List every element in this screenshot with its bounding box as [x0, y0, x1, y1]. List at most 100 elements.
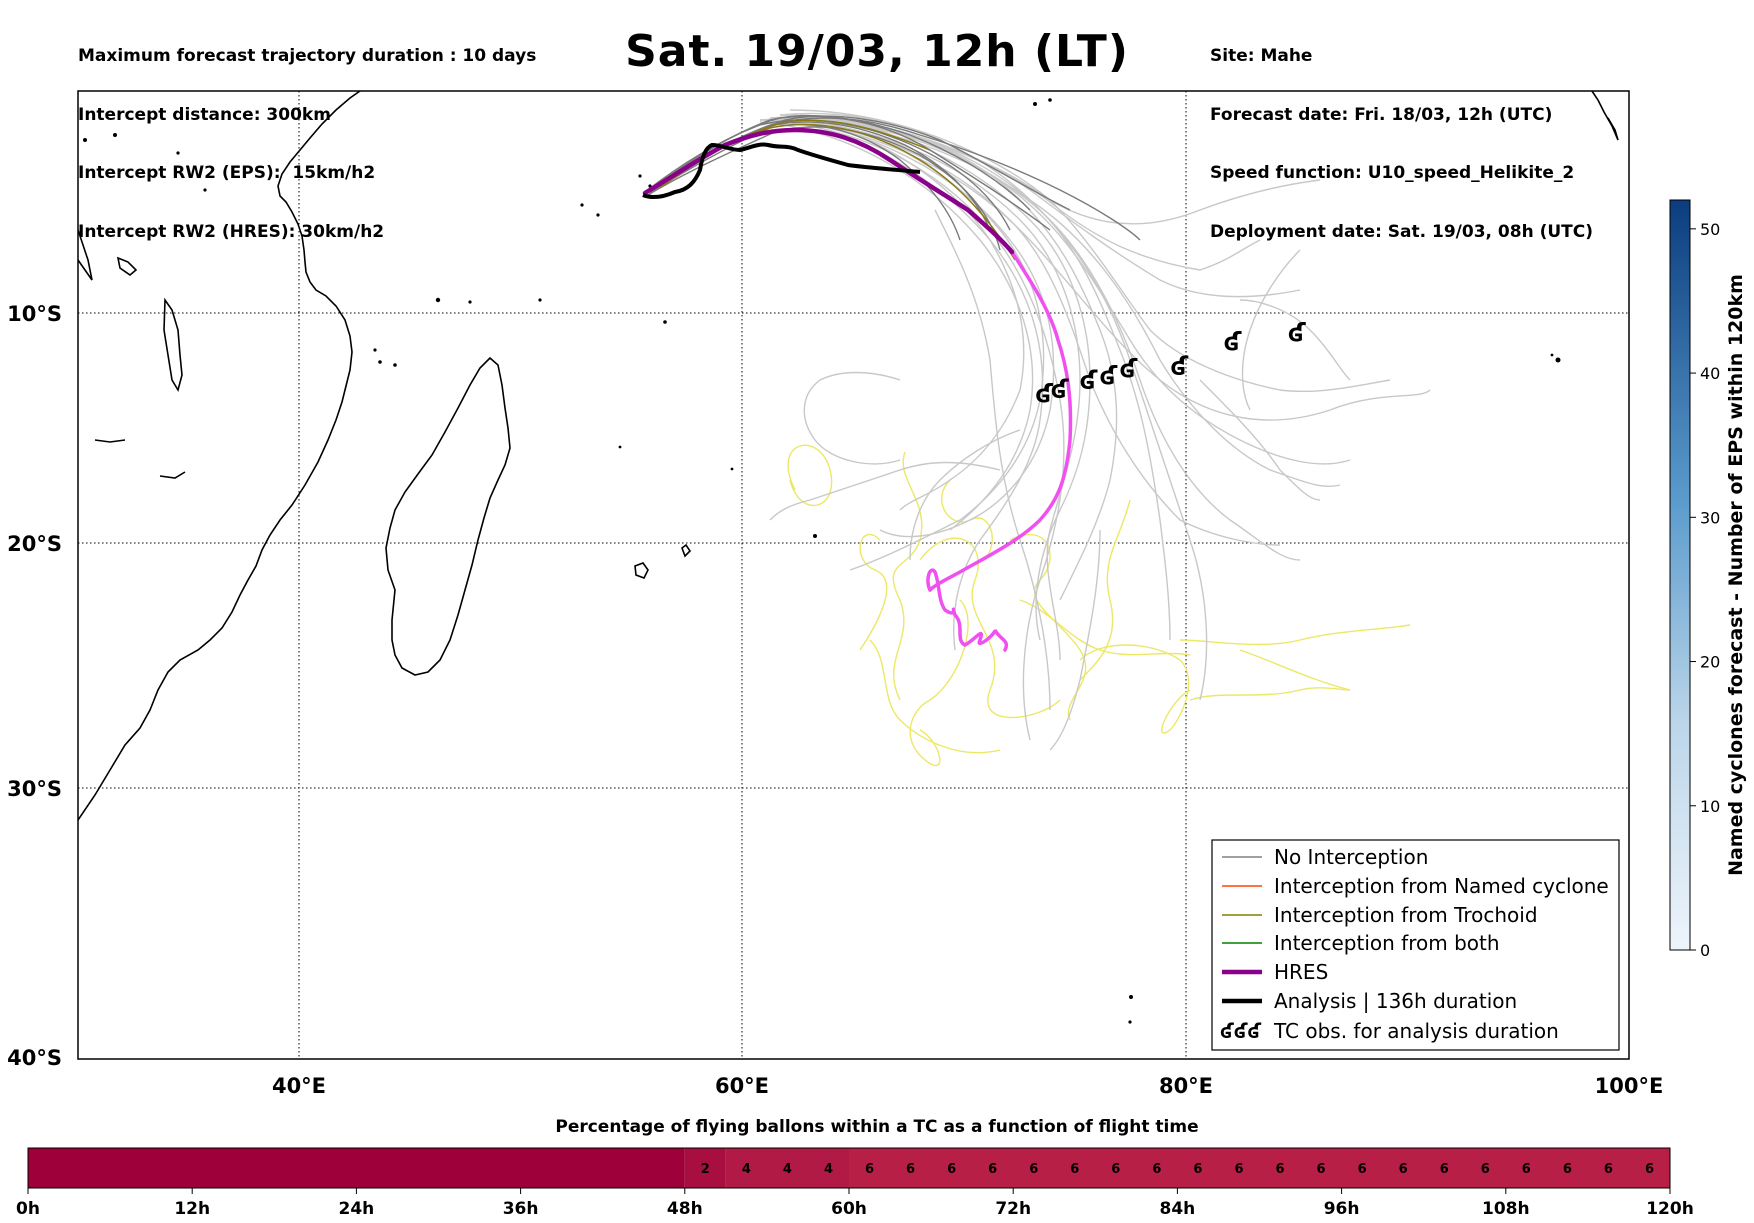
percentage-value: 6 [1481, 1162, 1490, 1177]
percentage-tick-label: 24h [339, 1199, 375, 1219]
tc-obs-marker: ʛ [1170, 352, 1189, 382]
colorbar-tick-label: 30 [1700, 508, 1720, 527]
percentage-value: 6 [1399, 1162, 1408, 1177]
site-name: Site: Mahe [1210, 46, 1313, 66]
percentage-value: 6 [988, 1162, 997, 1177]
legend-label: TC obs. for analysis duration [1273, 1019, 1559, 1043]
lat-label: 40°S [7, 1046, 62, 1070]
map-frame [77, 90, 1630, 1060]
tc-obs-marker: ʛ [1119, 354, 1138, 384]
lon-label: 60°E [715, 1074, 769, 1098]
percentage-tick-label: 108h [1482, 1199, 1530, 1219]
legend-item: HRES [1222, 960, 1328, 984]
percentage-value: 4 [742, 1162, 751, 1177]
percentage-tick-label: 96h [1324, 1199, 1360, 1219]
percentage-cell [725, 1148, 849, 1188]
percentage-value: 6 [1358, 1162, 1367, 1177]
percentage-value: 2 [701, 1162, 710, 1177]
legend-box [1211, 839, 1620, 1051]
small-islands [83, 98, 1561, 1024]
legend-item: Interception from Trochoid [1222, 903, 1538, 927]
coastlines [78, 91, 1619, 821]
legend-item: ʛʛʛ TC obs. for analysis duration [1220, 1019, 1559, 1043]
percentage-value: 6 [865, 1162, 874, 1177]
colorbar-tick-label: 0 [1700, 941, 1710, 960]
percentage-cell [28, 1148, 685, 1188]
lat-label: 20°S [7, 532, 62, 556]
colorbar-tick-label: 50 [1700, 220, 1720, 239]
param-intercept-distance: Intercept distance: 300km [78, 104, 331, 125]
lon-labels: 40°E 60°E 80°E 100°E [272, 1074, 1663, 1098]
percentage-cell [684, 1148, 726, 1188]
percentage-cell [849, 1148, 1670, 1188]
eps-trajectories [759, 109, 1431, 751]
legend-label: Interception from Trochoid [1274, 903, 1538, 927]
percentage-value: 6 [906, 1162, 915, 1177]
legend-label: HRES [1274, 960, 1328, 984]
percentage-tick-label: 120h [1646, 1199, 1694, 1219]
colorbar-ticks: 0 10 20 30 40 50 [1690, 220, 1720, 960]
param-duration: Maximum forecast trajectory duration : 1… [78, 46, 537, 66]
site-info: Site: Mahe Forecast date: Fri. 18/03, 12… [1210, 8, 1593, 262]
percentage-bar-title: Percentage of flying ballons within a TC… [555, 1117, 1199, 1137]
percentage-tick-label: 84h [1160, 1199, 1196, 1219]
percentage-tick-label: 60h [831, 1199, 867, 1219]
percentage-tick-label: 12h [174, 1199, 210, 1219]
hres-trajectory [642, 127, 1073, 652]
colorbar-tick-label: 40 [1700, 364, 1720, 383]
lat-label: 30°S [7, 777, 62, 801]
speed-function: Speed function: U10_speed_Helikite_2 [1210, 163, 1575, 183]
lat-labels: 10°S 20°S 30°S 40°S [7, 302, 62, 1070]
tc-obs-marker: ʛ [1099, 361, 1118, 391]
analysis-trajectory [642, 142, 921, 200]
colorbar-label: Named cyclones forecast - Number of EPS … [1725, 274, 1747, 876]
percentage-value: 6 [1029, 1162, 1038, 1177]
tc-observations: ʛʛ ʛ ʛ ʛ ʛʛ ʛ [1035, 318, 1307, 409]
percentage-tick-label: 0h [16, 1199, 40, 1219]
legend-label: Interception from both [1274, 931, 1500, 955]
lon-label: 40°E [272, 1074, 326, 1098]
tc-obs-marker: ʛ [1288, 318, 1307, 348]
legend-item: No Interception [1222, 845, 1428, 869]
percentage-value: 6 [1152, 1162, 1161, 1177]
percentage-value: 6 [1604, 1162, 1613, 1177]
percentage-value: 6 [1234, 1162, 1243, 1177]
legend: No Interception Interception from Named … [1211, 839, 1620, 1051]
legend-item: Analysis | 136h duration [1222, 989, 1517, 1013]
eps-late-trajectories [787, 444, 1411, 767]
percentage-value: 6 [947, 1162, 956, 1177]
colorbar-tick-label: 20 [1700, 653, 1720, 672]
lat-label: 10°S [7, 302, 62, 326]
percentage-value: 6 [1070, 1162, 1079, 1177]
tc-obs-marker: ʛ [1079, 366, 1098, 396]
legend-symbol: ʛʛʛ [1220, 1019, 1261, 1043]
forecast-date: Forecast date: Fri. 18/03, 12h (UTC) [1210, 104, 1553, 125]
legend-label: Interception from Named cyclone [1274, 874, 1609, 898]
percentage-tick-label: 36h [503, 1199, 539, 1219]
legend-label: Analysis | 136h duration [1274, 989, 1517, 1013]
percentage-value: 6 [1645, 1162, 1654, 1177]
percentage-value: 6 [1563, 1162, 1572, 1177]
percentage-value: 4 [824, 1162, 833, 1177]
legend-label: No Interception [1274, 845, 1428, 869]
forecast-parameters: Maximum forecast trajectory duration : 1… [78, 8, 536, 262]
percentage-value: 6 [1522, 1162, 1531, 1177]
colorbar-gradient [1669, 199, 1691, 951]
percentage-tick-label: 72h [995, 1199, 1031, 1219]
deployment-date: Deployment date: Sat. 19/03, 08h (UTC) [1210, 221, 1594, 242]
lon-label: 100°E [1595, 1074, 1664, 1098]
percentage-value: 6 [1317, 1162, 1326, 1177]
tc-obs-marker: ʛ [1223, 327, 1242, 357]
colorbar: 0 10 20 30 40 50 Named cyclones forecast - Nu… [1669, 199, 1747, 960]
percentage-value: 6 [1111, 1162, 1120, 1177]
percentage-value: 4 [783, 1162, 792, 1177]
tc-obs-marker: ʛ [1051, 375, 1070, 405]
percentage-bar: 2 4 4 4 6 6 6 6 6 6 6 6 6 6 6 6 6 6 6 6 6 6 6 60h 12h 24h 36h 48h 60… [16, 1147, 1694, 1219]
percentage-value: 6 [1276, 1162, 1285, 1177]
percentage-value: 6 [1193, 1162, 1202, 1177]
param-rw2-eps: Intercept RW2 (EPS): 15km/h2 [78, 163, 376, 183]
legend-item: Interception from both [1222, 931, 1500, 955]
percentage-value: 6 [1440, 1162, 1449, 1177]
colorbar-tick-label: 10 [1700, 797, 1720, 816]
